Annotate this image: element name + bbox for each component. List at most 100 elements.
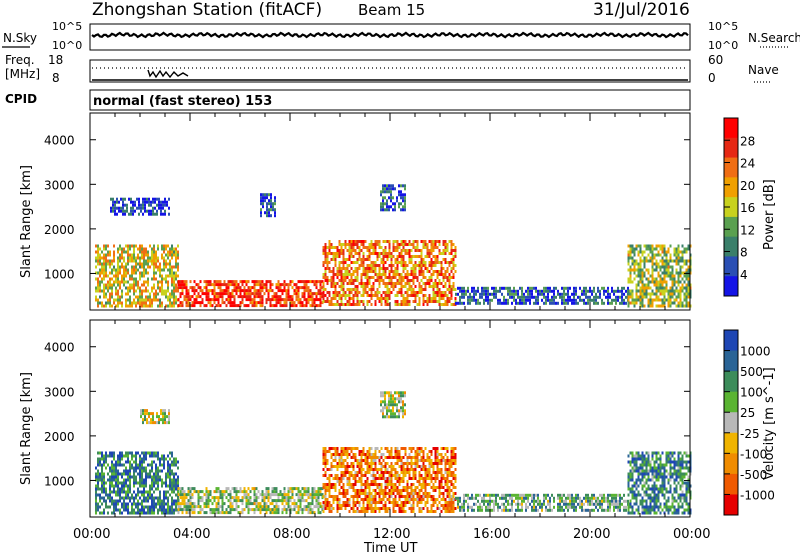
data-cell	[649, 298, 652, 302]
data-cell	[141, 484, 143, 488]
data-cell	[109, 493, 111, 497]
data-cell	[400, 208, 402, 212]
data-cell	[145, 280, 147, 284]
data-cell	[677, 259, 680, 263]
data-cell	[687, 292, 690, 296]
data-cell	[133, 475, 135, 479]
data-cell	[253, 511, 256, 515]
data-cell	[97, 508, 99, 512]
data-cell	[406, 291, 409, 294]
data-cell	[465, 289, 467, 293]
data-cell	[260, 193, 262, 197]
data-cell	[364, 498, 367, 501]
data-cell	[402, 255, 405, 258]
data-cell	[354, 447, 357, 450]
data-cell	[380, 261, 383, 264]
data-cell	[275, 502, 278, 506]
data-cell	[446, 303, 449, 306]
data-cell	[346, 276, 349, 279]
data-cell	[438, 252, 441, 255]
data-cell	[137, 502, 139, 506]
data-cell	[687, 304, 690, 308]
data-cell	[243, 295, 246, 299]
data-cell	[406, 495, 409, 498]
data-cell	[291, 295, 294, 299]
data-cell	[127, 493, 129, 497]
data-cell	[436, 276, 439, 279]
data-cell	[511, 295, 513, 299]
data-cell	[173, 484, 175, 488]
data-cell	[444, 291, 447, 294]
data-cell	[119, 472, 121, 476]
data-cell	[334, 495, 337, 498]
data-cell	[386, 187, 388, 191]
data-cell	[390, 489, 393, 492]
data-cell	[655, 262, 658, 266]
data-cell	[553, 292, 555, 296]
data-cell	[137, 247, 139, 251]
data-cell	[103, 292, 105, 296]
data-cell	[274, 202, 276, 206]
data-cell	[109, 277, 111, 281]
data-cell	[418, 510, 421, 513]
data-cell	[157, 451, 159, 455]
data-cell	[127, 247, 129, 251]
data-cell	[667, 289, 670, 293]
data-cell	[483, 301, 485, 305]
data-cell	[223, 289, 226, 293]
data-cell	[346, 492, 349, 495]
data-cell	[283, 286, 286, 290]
data-cell	[348, 243, 351, 246]
data-cell	[211, 292, 214, 296]
data-cell	[444, 273, 447, 276]
data-cell	[436, 246, 439, 249]
data-cell	[442, 249, 445, 252]
data-cell	[416, 501, 419, 504]
data-cell	[332, 477, 335, 480]
data-cell	[143, 460, 145, 464]
data-cell	[653, 268, 656, 272]
data-cell	[589, 295, 591, 299]
data-cell	[191, 295, 194, 299]
data-cell	[360, 282, 363, 285]
data-cell	[173, 475, 175, 479]
data-cell	[99, 463, 101, 467]
data-cell	[404, 196, 406, 200]
data-cell	[116, 206, 118, 210]
data-cell	[161, 499, 163, 503]
data-cell	[336, 495, 339, 498]
data-cell	[358, 258, 361, 261]
data-cell	[99, 511, 101, 515]
data-cell	[589, 298, 591, 302]
data-cell	[332, 303, 335, 306]
data-cell	[142, 212, 144, 216]
data-cell	[281, 304, 284, 308]
data-cell	[177, 250, 179, 254]
data-cell	[334, 291, 337, 294]
data-cell	[205, 499, 208, 503]
data-cell	[245, 289, 248, 293]
data-cell	[376, 486, 379, 489]
data-cell	[412, 282, 415, 285]
data-cell	[509, 286, 511, 290]
data-cell	[340, 246, 343, 249]
data-cell	[113, 253, 115, 257]
data-cell	[673, 280, 676, 284]
data-cell	[141, 274, 143, 278]
data-cell	[181, 289, 184, 293]
data-cell	[358, 249, 361, 252]
data-cell	[374, 303, 377, 306]
data-cell	[255, 295, 258, 299]
data-cell	[356, 495, 359, 498]
data-cell	[677, 277, 680, 281]
data-cell	[354, 240, 357, 243]
data-cell	[342, 450, 345, 453]
data-cell	[177, 304, 180, 308]
data-cell	[322, 276, 325, 279]
data-cell	[330, 465, 333, 468]
data-cell	[661, 286, 664, 290]
data-cell	[368, 270, 371, 273]
data-cell	[279, 499, 282, 503]
data-cell	[201, 499, 204, 503]
